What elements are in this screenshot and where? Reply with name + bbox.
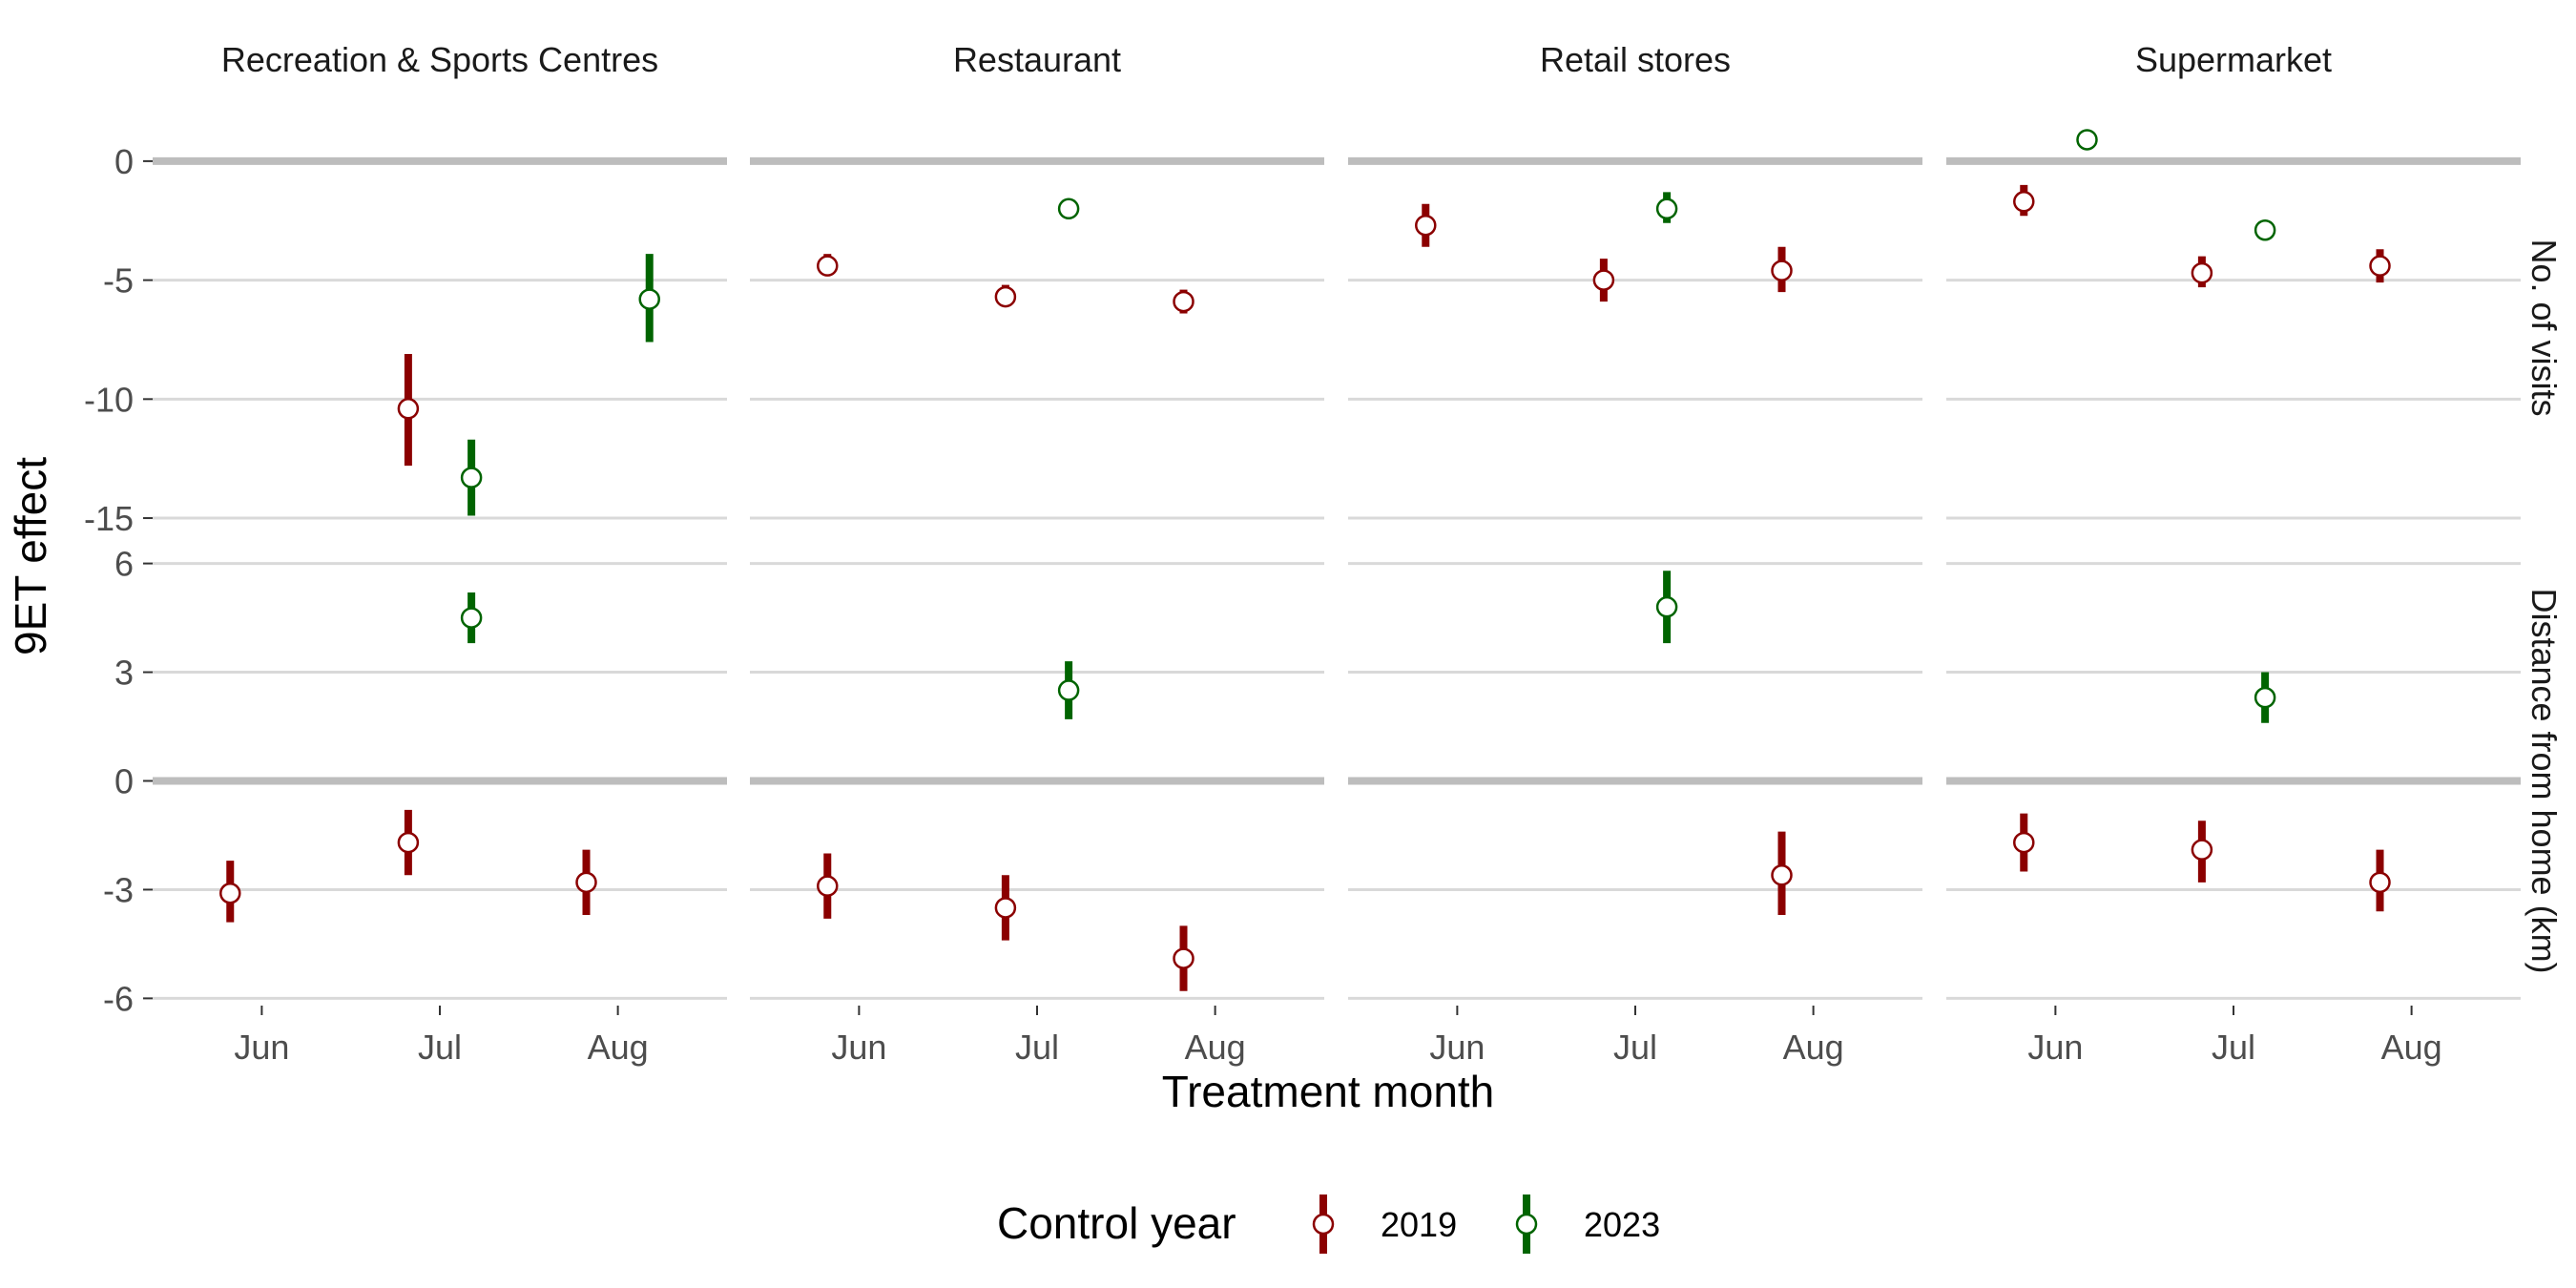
x-axis-title: Treatment month	[1162, 1067, 1495, 1116]
data-point	[397, 398, 420, 420]
data-point	[1655, 595, 1678, 618]
data-point	[2013, 831, 2035, 854]
data-point	[638, 288, 660, 310]
data-point	[1173, 290, 1195, 313]
y-tick-label: 0	[114, 142, 134, 181]
facet-strips: Recreation & Sports Centres Restaurant Ret…	[221, 40, 2564, 974]
data-point	[994, 285, 1017, 308]
data-point	[2369, 871, 2391, 894]
data-point	[1771, 864, 1793, 886]
x-tick-label: Aug	[588, 1028, 649, 1067]
x-tick-label: Jul	[1015, 1028, 1059, 1067]
x-tick-label: Jul	[418, 1028, 462, 1067]
data-point	[219, 883, 241, 904]
legend-title: Control year	[997, 1198, 1236, 1248]
data-point	[817, 255, 839, 277]
x-tick-label: Jul	[2212, 1028, 2255, 1067]
data-point	[575, 871, 597, 894]
data-point	[994, 897, 1017, 919]
data-point	[2254, 218, 2276, 241]
data-point	[817, 875, 839, 897]
data-point	[2013, 191, 2035, 213]
y-tick-label: -15	[84, 499, 134, 538]
y-tick-label: 6	[114, 545, 134, 584]
legend-key-point	[1312, 1213, 1335, 1236]
facet-column-label: Retail stores	[1540, 40, 1731, 79]
y-tick-label: -10	[84, 380, 134, 419]
y-axis-title: 9ET effect	[6, 457, 55, 655]
facet-row-label: Distance from home (km)	[2524, 588, 2564, 973]
data-point	[2369, 255, 2391, 277]
x-tick-label: Jun	[831, 1028, 886, 1067]
x-tick-label: Aug	[1185, 1028, 1246, 1067]
legend: Control year 2019 2023	[997, 1195, 1660, 1254]
point-ranges	[219, 129, 2391, 991]
facet-column-label: Restaurant	[953, 40, 1121, 79]
facet-row-label: No. of visits	[2524, 239, 2564, 416]
x-tick-label: Jun	[234, 1028, 289, 1067]
y-tick-label: 0	[114, 762, 134, 801]
data-point	[2254, 686, 2276, 709]
data-point	[397, 831, 420, 854]
y-tick-label: -3	[103, 870, 134, 909]
legend-key-point	[1515, 1213, 1538, 1236]
legend-label: 2023	[1584, 1205, 1660, 1244]
facet-column-label: Recreation & Sports Centres	[221, 40, 658, 79]
x-tick-label: Jun	[2027, 1028, 2083, 1067]
legend-label: 2019	[1381, 1205, 1457, 1244]
facet-panels	[153, 156, 2521, 1000]
data-point	[1415, 214, 1437, 237]
y-tick-label: 3	[114, 654, 134, 693]
x-tick-label: Aug	[1783, 1028, 1844, 1067]
data-point	[1655, 197, 1678, 220]
y-axes: 0 -5 -10 -15 6 3 0 -3 -6	[84, 142, 153, 1018]
facet-column-label: Supermarket	[2135, 40, 2332, 79]
data-point	[1592, 269, 1615, 291]
data-point	[1173, 947, 1195, 969]
x-tick-label: Jul	[1613, 1028, 1657, 1067]
data-point	[2076, 129, 2098, 151]
data-point	[1771, 260, 1793, 281]
x-tick-label: Jun	[1429, 1028, 1485, 1067]
data-point	[1057, 197, 1080, 220]
y-tick-label: -6	[103, 979, 134, 1018]
x-tick-label: Aug	[2381, 1028, 2442, 1067]
data-point	[460, 467, 483, 488]
data-point	[2191, 261, 2213, 284]
y-tick-label: -5	[103, 261, 134, 301]
x-axes: Jun Jul Aug Jun Jul Aug Jun Jul Aug Jun Jul Aug	[234, 1006, 2442, 1067]
data-point	[460, 607, 483, 629]
data-point	[2191, 839, 2213, 861]
data-point	[1057, 679, 1080, 701]
